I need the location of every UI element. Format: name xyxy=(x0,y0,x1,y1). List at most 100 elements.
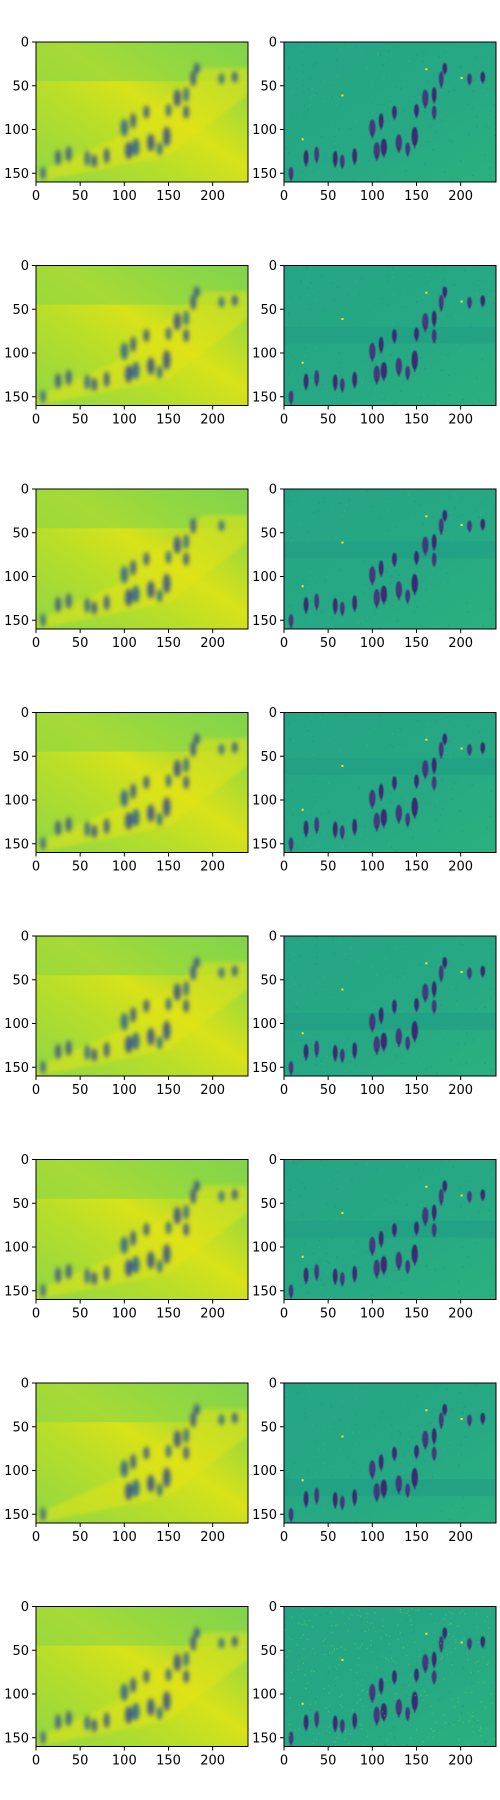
heatmap-image xyxy=(284,1383,496,1523)
x-tick-label: 100 xyxy=(112,1083,137,1098)
y-tick-label: 150 xyxy=(4,1284,29,1299)
axes-frame xyxy=(283,712,497,853)
heatmap-image xyxy=(36,1159,248,1300)
x-tick-label: 0 xyxy=(280,189,288,204)
x-tick-label: 100 xyxy=(360,1530,385,1545)
x-tick-label: 200 xyxy=(200,1530,225,1545)
y-tick-label: 100 xyxy=(4,1464,29,1479)
y-tick-label: 150 xyxy=(4,167,29,182)
axes-frame xyxy=(283,41,497,183)
x-tick-label: 0 xyxy=(32,860,40,875)
heatmap-image xyxy=(36,489,248,629)
y-tick-label: 150 xyxy=(252,1508,277,1523)
y-tick-label: 50 xyxy=(12,303,29,318)
y-tick-label: 150 xyxy=(252,614,277,629)
y-tick-label: 100 xyxy=(4,794,29,809)
x-tick-label: 50 xyxy=(72,1754,89,1769)
heatmap-image xyxy=(36,936,248,1076)
x-tick-label: 200 xyxy=(200,1083,225,1098)
heatmap-image xyxy=(284,265,496,406)
x-tick-label: 50 xyxy=(320,1530,337,1545)
panel-r4-c2: 0 50 100 150 200 0 50 100 150 xyxy=(252,706,497,875)
x-tick-label: 150 xyxy=(156,1530,181,1545)
x-tick-label: 150 xyxy=(156,860,181,875)
x-tick-label: 0 xyxy=(32,1083,40,1098)
y-tick-label: 150 xyxy=(4,1508,29,1523)
axes-frame xyxy=(35,1606,249,1747)
heatmap-image xyxy=(36,1606,248,1747)
panel-r6-c2: 0 50 100 150 200 0 50 100 150 xyxy=(252,1153,497,1322)
heatmap-image xyxy=(284,1606,496,1747)
x-tick-label: 150 xyxy=(156,189,181,204)
y-tick-label: 100 xyxy=(4,347,29,362)
heatmap-image xyxy=(36,42,248,182)
x-tick-label: 200 xyxy=(448,1307,473,1322)
x-tick-label: 50 xyxy=(320,860,337,875)
panel-r6-c1: 0 50 100 150 200 0 50 100 150 xyxy=(4,1153,249,1322)
y-tick-label: 0 xyxy=(21,706,29,721)
x-tick-label: 200 xyxy=(448,413,473,428)
y-tick-label: 50 xyxy=(12,750,29,765)
x-tick-label: 100 xyxy=(360,1754,385,1769)
heatmap-image xyxy=(284,936,496,1076)
x-tick-label: 100 xyxy=(360,1083,385,1098)
x-tick-label: 100 xyxy=(112,860,137,875)
heatmap-image xyxy=(36,1383,248,1523)
heatmap-image xyxy=(284,42,496,182)
panel-r2-c1: 0 50 100 150 200 0 50 100 150 xyxy=(4,259,249,428)
panel-r8-c2: 0 50 100 150 200 0 50 100 150 xyxy=(252,1600,497,1769)
x-tick-label: 50 xyxy=(72,636,89,651)
x-tick-label: 150 xyxy=(404,1307,429,1322)
y-tick-label: 0 xyxy=(269,1153,277,1168)
y-tick-label: 100 xyxy=(252,347,277,362)
y-tick-label: 150 xyxy=(252,1731,277,1746)
axes-frame xyxy=(35,935,249,1077)
x-tick-label: 0 xyxy=(280,636,288,651)
x-tick-label: 100 xyxy=(360,1307,385,1322)
x-tick-label: 50 xyxy=(72,860,89,875)
y-tick-label: 50 xyxy=(12,526,29,541)
y-tick-label: 150 xyxy=(4,837,29,852)
axes-frame xyxy=(35,265,249,406)
x-tick-label: 150 xyxy=(156,413,181,428)
y-tick-label: 100 xyxy=(252,123,277,138)
y-tick-label: 150 xyxy=(252,167,277,182)
y-tick-label: 100 xyxy=(252,1464,277,1479)
y-tick-label: 100 xyxy=(4,570,29,585)
y-tick-label: 0 xyxy=(269,706,277,721)
y-tick-label: 100 xyxy=(252,1017,277,1032)
y-tick-label: 50 xyxy=(12,1420,29,1435)
axes-frame xyxy=(35,1382,249,1524)
x-tick-label: 150 xyxy=(156,1754,181,1769)
y-tick-label: 150 xyxy=(252,1061,277,1076)
axes-frame xyxy=(283,1382,497,1524)
y-tick-label: 150 xyxy=(4,390,29,405)
x-tick-label: 150 xyxy=(404,636,429,651)
x-tick-label: 50 xyxy=(72,413,89,428)
x-tick-label: 50 xyxy=(320,1083,337,1098)
y-tick-label: 0 xyxy=(269,930,277,945)
y-tick-label: 0 xyxy=(21,1153,29,1168)
y-tick-label: 50 xyxy=(260,79,277,94)
y-tick-label: 50 xyxy=(260,1420,277,1435)
heatmap-image xyxy=(36,712,248,853)
x-tick-label: 200 xyxy=(448,1083,473,1098)
y-tick-label: 0 xyxy=(269,483,277,498)
y-tick-label: 0 xyxy=(21,259,29,274)
x-tick-label: 50 xyxy=(72,1307,89,1322)
x-tick-label: 50 xyxy=(320,1754,337,1769)
y-tick-label: 0 xyxy=(269,1600,277,1615)
x-tick-label: 0 xyxy=(280,1754,288,1769)
y-tick-label: 50 xyxy=(12,79,29,94)
x-tick-label: 100 xyxy=(360,860,385,875)
x-tick-label: 100 xyxy=(360,189,385,204)
y-tick-label: 50 xyxy=(260,1197,277,1212)
y-tick-label: 150 xyxy=(252,390,277,405)
x-tick-label: 50 xyxy=(320,189,337,204)
x-tick-label: 200 xyxy=(448,1530,473,1545)
x-tick-label: 150 xyxy=(156,1083,181,1098)
y-tick-label: 0 xyxy=(21,36,29,51)
y-tick-label: 0 xyxy=(21,483,29,498)
